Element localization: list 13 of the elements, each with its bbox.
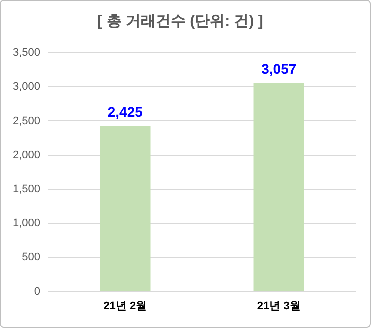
y-tick-label: 1,000 (12, 218, 41, 230)
x-tick-label: 21년 3월 (257, 300, 301, 312)
y-tick-label: 3,000 (12, 81, 41, 94)
y-tick-label: 3,500 (12, 47, 41, 60)
data-label: 3,057 (262, 61, 297, 78)
data-label: 2,425 (108, 104, 144, 120)
chart-title: [ 총 거래건수 (단위: 건) ] (98, 13, 264, 30)
y-tick-label: 1,500 (12, 183, 41, 196)
x-tick-label: 21년 2월 (104, 300, 148, 312)
y-tick-label: 2,500 (12, 115, 41, 128)
y-tick-label: 2,000 (12, 149, 41, 162)
y-tick-label: 500 (22, 252, 41, 264)
y-tick-label: 0 (34, 286, 41, 298)
